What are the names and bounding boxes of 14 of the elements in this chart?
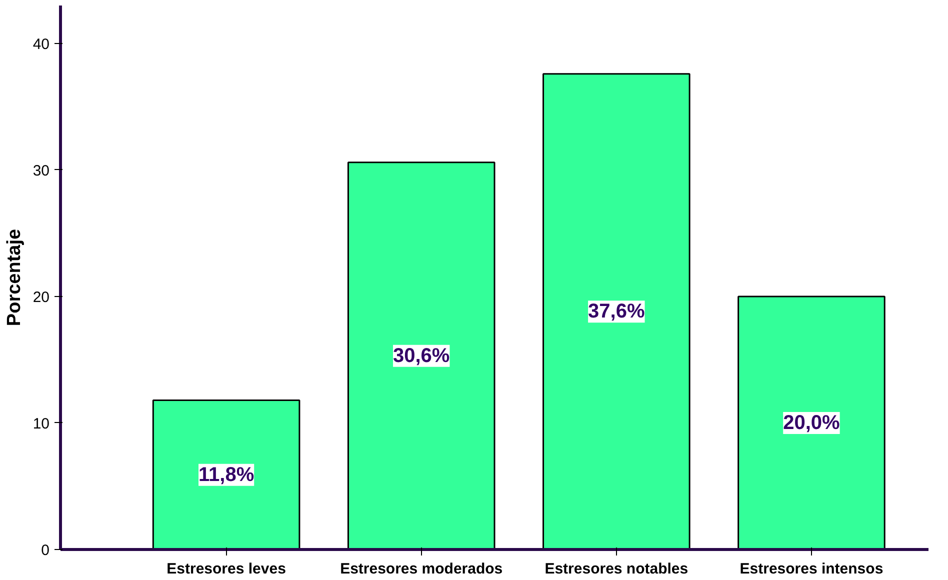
data-label: 20,0% (783, 412, 840, 434)
x-tick-label: Estresores leves (166, 560, 286, 578)
data-label: 11,8% (198, 464, 254, 486)
data-label: 30,6% (393, 344, 450, 367)
x-tick-label: Estresores notables (544, 560, 688, 578)
x-tick-label: Estresores intensos (740, 560, 884, 578)
y-tick-label: 40 (32, 36, 50, 53)
y-axis-title: Porcentaje (4, 228, 25, 326)
y-tick-label: 30 (32, 162, 50, 180)
y-tick-label: 20 (32, 288, 50, 306)
y-tick-label: 0 (41, 542, 50, 559)
data-label: 37,6% (588, 300, 645, 323)
x-tick-label: Estresores moderados (340, 560, 503, 578)
y-tick-label: 10 (32, 415, 50, 432)
